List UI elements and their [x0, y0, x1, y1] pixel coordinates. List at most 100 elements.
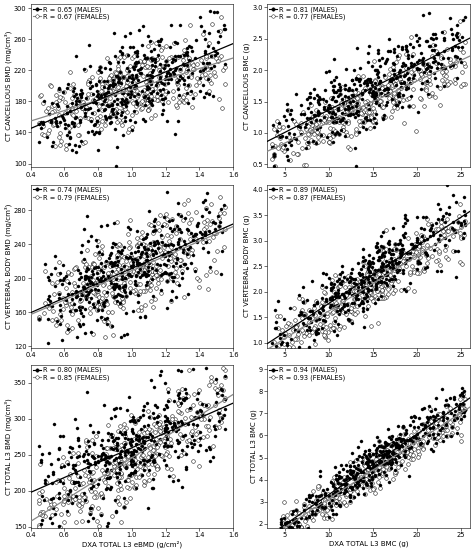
- R = 0.77 (FEMALES): [344, 99, 351, 108]
- R = 0.79 (FEMALES): [125, 237, 133, 246]
- R = 0.89 (MALES): [345, 278, 353, 286]
- R = 0.81 (MALES): [307, 92, 314, 101]
- R = 0.87 (FEMALES): [375, 266, 383, 275]
- R = 0.80 (MALES): [75, 481, 83, 490]
- R = 0.67 (FEMALES): [96, 111, 104, 120]
- R = 0.87 (FEMALES): [396, 259, 404, 268]
- R = 0.80 (MALES): [182, 450, 190, 459]
- R = 0.77 (FEMALES): [390, 97, 397, 106]
- R = 0.74 (MALES): [121, 282, 128, 290]
- R = 0.74 (MALES): [152, 265, 159, 274]
- R = 0.79 (FEMALES): [103, 300, 110, 309]
- R = 0.81 (MALES): [462, 13, 469, 22]
- R = 0.77 (FEMALES): [328, 103, 336, 112]
- R = 0.94 (MALES): [428, 445, 435, 454]
- R = 0.87 (FEMALES): [381, 280, 388, 289]
- R = 0.81 (MALES): [391, 59, 398, 68]
- R = 0.89 (MALES): [437, 267, 445, 276]
- R = 0.67 (FEMALES): [198, 71, 205, 79]
- R = 0.65 (MALES): [101, 92, 109, 101]
- R = 0.81 (MALES): [331, 96, 339, 105]
- R = 0.89 (MALES): [322, 282, 329, 291]
- R = 0.81 (MALES): [391, 70, 398, 78]
- R = 0.67 (FEMALES): [116, 76, 124, 84]
- R = 0.77 (FEMALES): [417, 95, 424, 104]
- R = 0.74 (MALES): [143, 255, 151, 264]
- R = 0.77 (FEMALES): [360, 118, 368, 127]
- R = 0.74 (MALES): [93, 268, 100, 277]
- R = 0.94 (MALES): [424, 437, 432, 445]
- R = 0.94 (MALES): [336, 488, 344, 497]
- R = 0.80 (MALES): [99, 449, 107, 458]
- R = 0.87 (FEMALES): [460, 231, 468, 240]
- R = 0.67 (FEMALES): [169, 94, 177, 103]
- R = 0.94 (MALES): [377, 442, 384, 451]
- R = 0.74 (MALES): [159, 251, 167, 259]
- R = 0.65 (MALES): [86, 104, 93, 113]
- R = 0.67 (FEMALES): [145, 100, 152, 109]
- R = 0.94 (MALES): [425, 430, 432, 439]
- R = 0.67 (FEMALES): [88, 72, 95, 81]
- R = 0.87 (FEMALES): [355, 287, 362, 296]
- R = 0.79 (FEMALES): [141, 241, 148, 250]
- R = 0.85 (FEMALES): [35, 523, 43, 532]
- R = 0.85 (FEMALES): [163, 448, 170, 457]
- R = 0.80 (MALES): [84, 462, 91, 471]
- R = 0.65 (MALES): [95, 66, 103, 75]
- R = 0.85 (FEMALES): [193, 408, 201, 417]
- R = 0.79 (FEMALES): [157, 288, 165, 297]
- R = 0.65 (MALES): [206, 90, 213, 99]
- R = 0.79 (FEMALES): [146, 281, 154, 290]
- R = 0.94 (MALES): [346, 469, 354, 478]
- R = 0.77 (FEMALES): [461, 38, 469, 46]
- R = 0.65 (MALES): [134, 57, 142, 66]
- R = 0.67 (FEMALES): [217, 13, 225, 22]
- R = 0.93 (FEMALES): [416, 440, 423, 449]
- R = 0.81 (MALES): [398, 43, 405, 51]
- R = 0.79 (FEMALES): [73, 262, 80, 271]
- R = 0.89 (MALES): [373, 284, 380, 293]
- R = 0.81 (MALES): [384, 88, 392, 97]
- R = 0.77 (FEMALES): [298, 144, 305, 153]
- R = 0.85 (FEMALES): [108, 512, 116, 521]
- R = 0.65 (MALES): [104, 87, 111, 96]
- R = 0.85 (FEMALES): [211, 401, 219, 410]
- R = 0.65 (MALES): [148, 101, 156, 110]
- R = 0.85 (FEMALES): [202, 421, 210, 430]
- R = 0.85 (FEMALES): [146, 476, 153, 485]
- R = 0.67 (FEMALES): [163, 42, 170, 51]
- R = 0.74 (MALES): [81, 305, 89, 314]
- R = 0.67 (FEMALES): [132, 108, 140, 116]
- R = 0.67 (FEMALES): [124, 128, 132, 137]
- R = 0.65 (MALES): [132, 82, 140, 91]
- R = 0.89 (MALES): [313, 298, 321, 307]
- R = 0.80 (MALES): [197, 407, 205, 416]
- R = 0.80 (MALES): [57, 462, 64, 471]
- R = 0.87 (FEMALES): [351, 301, 358, 310]
- R = 0.89 (MALES): [319, 304, 326, 312]
- R = 0.89 (MALES): [383, 268, 391, 277]
- R = 0.77 (FEMALES): [307, 124, 315, 133]
- R = 0.65 (MALES): [119, 73, 127, 82]
- R = 0.93 (FEMALES): [384, 447, 392, 455]
- R = 0.81 (MALES): [440, 36, 448, 45]
- R = 0.80 (MALES): [128, 434, 135, 443]
- R = 0.80 (MALES): [128, 461, 136, 470]
- R = 0.79 (FEMALES): [94, 264, 101, 273]
- R = 0.67 (FEMALES): [123, 98, 131, 107]
- R = 0.65 (MALES): [109, 82, 117, 91]
- R = 0.79 (FEMALES): [167, 256, 175, 265]
- R = 0.80 (MALES): [162, 426, 169, 434]
- R = 0.65 (MALES): [121, 99, 129, 108]
- R = 0.74 (MALES): [113, 280, 120, 289]
- R = 0.89 (MALES): [357, 299, 365, 307]
- R = 0.81 (MALES): [386, 46, 394, 55]
- R = 0.81 (MALES): [390, 66, 398, 75]
- R = 0.80 (MALES): [116, 453, 123, 462]
- R = 0.80 (MALES): [219, 413, 226, 422]
- R = 0.65 (MALES): [66, 107, 73, 115]
- R = 0.93 (FEMALES): [295, 520, 303, 529]
- R = 0.81 (MALES): [368, 81, 375, 89]
- R = 0.65 (MALES): [126, 73, 133, 82]
- R = 0.77 (FEMALES): [432, 59, 440, 67]
